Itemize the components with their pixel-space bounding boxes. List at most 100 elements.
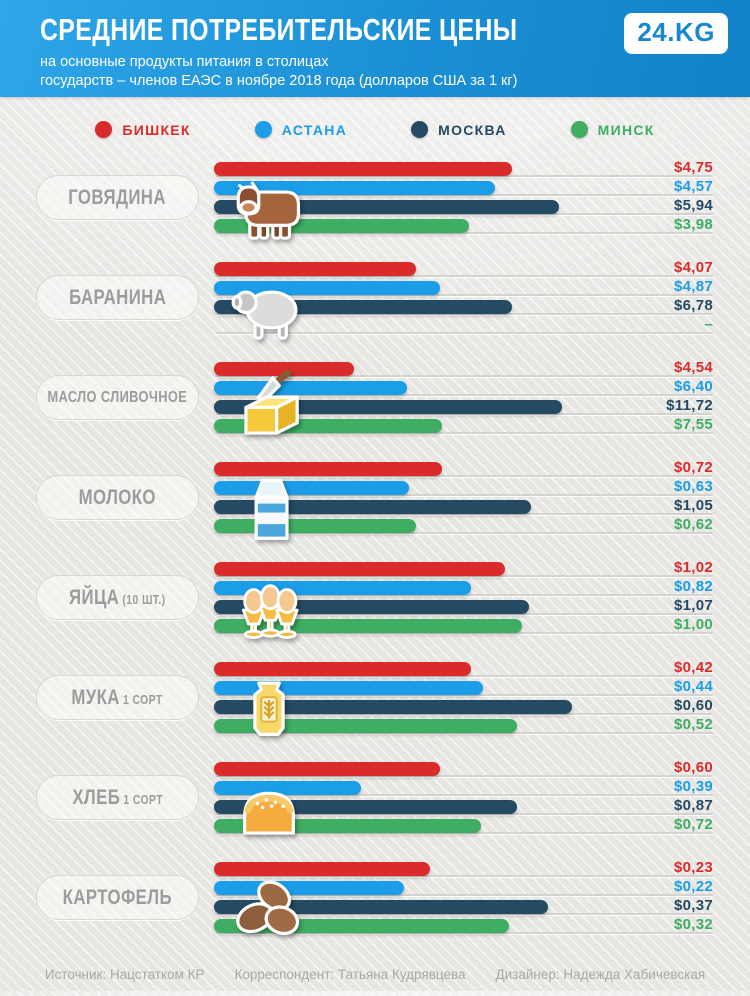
bar-track bbox=[216, 713, 713, 715]
bar-track bbox=[216, 613, 713, 615]
footer-source: Источник: Нацстатком КР bbox=[44, 967, 205, 982]
product-sublabel: 1 СОРТ bbox=[123, 791, 163, 807]
subtitle-line-1: на основные продукты питания в столицах bbox=[40, 54, 329, 70]
bar-bishkek bbox=[214, 562, 505, 576]
bar-line-bishkek: $0,42 bbox=[214, 659, 713, 681]
bar-track bbox=[216, 513, 713, 515]
price-label-astana: $0,44 bbox=[673, 678, 713, 695]
bar-track bbox=[216, 313, 713, 315]
butter-icon bbox=[228, 368, 310, 452]
price-label-bishkek: $4,54 bbox=[673, 359, 713, 376]
bar-line-bishkek: $1,02 bbox=[214, 559, 713, 581]
price-label-minsk: – bbox=[704, 316, 713, 333]
bar-bishkek bbox=[214, 462, 442, 476]
product-row: МОЛОКО $0,72 $0,63 $1,05 $0,62 bbox=[0, 459, 750, 562]
page-subtitle: на основные продукты питания в столицах … bbox=[40, 53, 518, 91]
price-label-minsk: $0,52 bbox=[673, 716, 713, 733]
bar-track bbox=[216, 413, 713, 415]
price-label-moscow: $11,72 bbox=[666, 397, 713, 414]
header: СРЕДНИЕ ПОТРЕБИТЕЛЬСКИЕ ЦЕНЫ на основные… bbox=[0, 0, 750, 97]
bar-line-moscow: $5,94 bbox=[214, 197, 713, 219]
bar-bishkek bbox=[214, 862, 430, 876]
product-label: БАРАНИНА bbox=[68, 285, 167, 309]
bread-icon bbox=[228, 768, 310, 852]
bar-track bbox=[216, 432, 713, 434]
legend-label: МОСКВА bbox=[438, 121, 507, 138]
product-label: МУКА 1 СОРТ bbox=[71, 685, 164, 709]
price-label-bishkek: $4,07 bbox=[673, 259, 713, 276]
bar-group: $4,54 $6,40 $11,72 $7,55 bbox=[214, 359, 713, 438]
bar-track bbox=[216, 932, 713, 934]
bar-line-moscow: $0,60 bbox=[214, 697, 713, 719]
price-label-minsk: $7,55 bbox=[673, 416, 713, 433]
price-label-minsk: $3,98 bbox=[673, 216, 713, 233]
bar-bishkek bbox=[214, 362, 354, 376]
bar-line-bishkek: $0,72 bbox=[214, 459, 713, 481]
bar-group: $0,72 $0,63 $1,05 $0,62 bbox=[214, 459, 713, 540]
product-row: МАСЛО СЛИВОЧНОЕ $4,54 $6,40 $11,72 $7,55 bbox=[0, 359, 750, 462]
bar-line-minsk: – bbox=[214, 316, 713, 338]
bar-bishkek bbox=[214, 162, 512, 176]
product-sublabel: 1 СОРТ bbox=[123, 691, 164, 707]
bar-track bbox=[216, 294, 713, 296]
legend-item-astana: АСТАНА bbox=[254, 121, 347, 138]
bar-moscow bbox=[214, 400, 562, 414]
price-label-bishkek: $0,23 bbox=[673, 859, 713, 876]
price-label-moscow: $6,78 bbox=[673, 297, 713, 314]
product-row: ЯЙЦА (10 ШТ.) $1,02 $0,82 $1,07 $1,00 bbox=[0, 559, 750, 662]
bar-line-bishkek: $4,54 bbox=[214, 359, 713, 381]
product-label-pill: ГОВЯДИНА bbox=[36, 175, 199, 220]
bar-line-moscow: $0,37 bbox=[214, 897, 713, 919]
bar-track bbox=[216, 494, 713, 496]
bar-track bbox=[216, 394, 713, 396]
bar-track bbox=[216, 475, 713, 477]
price-label-bishkek: $4,75 bbox=[673, 159, 713, 176]
price-label-astana: $4,87 bbox=[673, 278, 713, 295]
price-label-astana: $0,22 bbox=[673, 878, 713, 895]
bar-track bbox=[216, 832, 713, 834]
bar-moscow bbox=[214, 900, 548, 914]
page-title: СРЕДНИЕ ПОТРЕБИТЕЛЬСКИЕ ЦЕНЫ bbox=[40, 12, 518, 47]
footer: Источник: Нацстатком КР Корреспондент: Т… bbox=[0, 962, 750, 996]
legend: БИШКЕК АСТАНА МОСКВА МИНСК bbox=[0, 97, 750, 162]
price-label-bishkek: $0,60 bbox=[673, 759, 713, 776]
bar-track bbox=[216, 175, 713, 177]
bar-track bbox=[216, 732, 713, 734]
product-label: ГОВЯДИНА bbox=[68, 185, 167, 209]
product-label-pill: МУКА 1 СОРТ bbox=[36, 675, 199, 720]
bar-track bbox=[216, 532, 713, 534]
subtitle-line-2: государств – членов ЕАЭС в ноябре 2018 г… bbox=[40, 73, 518, 89]
price-label-minsk: $0,72 bbox=[673, 816, 713, 833]
price-label-astana: $0,39 bbox=[673, 778, 713, 795]
product-row: ГОВЯДИНА $4,75 $4,57 $5,94 $3,98 bbox=[0, 159, 750, 262]
product-row: МУКА 1 СОРТ $0,42 $0,44 $0,60 $0,52 bbox=[0, 659, 750, 762]
legend-dot-bishkek bbox=[95, 121, 113, 138]
legend-item-minsk: МИНСК bbox=[570, 121, 655, 138]
footer-designer: Дизайнер: Надежда Хабичевская bbox=[495, 967, 706, 982]
price-label-bishkek: $0,42 bbox=[673, 659, 713, 676]
product-label-pill: БАРАНИНА bbox=[36, 275, 199, 320]
bar-moscow bbox=[214, 700, 572, 714]
bar-astana bbox=[214, 781, 361, 795]
milk-icon bbox=[228, 468, 310, 552]
legend-item-bishkek: БИШКЕК bbox=[95, 121, 190, 138]
price-label-astana: $4,57 bbox=[673, 178, 713, 195]
legend-label: БИШКЕК bbox=[122, 121, 191, 138]
flour-icon bbox=[228, 668, 310, 752]
product-label-pill: ЯЙЦА (10 ШТ.) bbox=[36, 575, 199, 620]
legend-item-moscow: МОСКВА bbox=[411, 121, 507, 138]
price-chart: ГОВЯДИНА $4,75 $4,57 $5,94 $3,98 БАРАНИНА $4,… bbox=[0, 159, 750, 962]
legend-dot-minsk bbox=[570, 121, 588, 138]
cow-icon bbox=[228, 168, 310, 252]
bar-line-bishkek: $0,60 bbox=[214, 759, 713, 781]
bar-group: $4,07 $4,87 $6,78 – bbox=[214, 259, 713, 340]
bar-group: $4,75 $4,57 $5,94 $3,98 bbox=[214, 159, 713, 240]
price-label-astana: $6,40 bbox=[673, 378, 713, 395]
price-label-moscow: $0,60 bbox=[673, 697, 713, 714]
bar-track bbox=[216, 632, 713, 634]
price-label-astana: $0,63 bbox=[673, 478, 713, 495]
price-label-minsk: $1,00 bbox=[673, 616, 713, 633]
bar-track bbox=[216, 232, 713, 234]
product-label-pill: ХЛЕБ 1 СОРТ bbox=[36, 775, 199, 820]
bar-group: $1,02 $0,82 $1,07 $1,00 bbox=[214, 559, 713, 639]
